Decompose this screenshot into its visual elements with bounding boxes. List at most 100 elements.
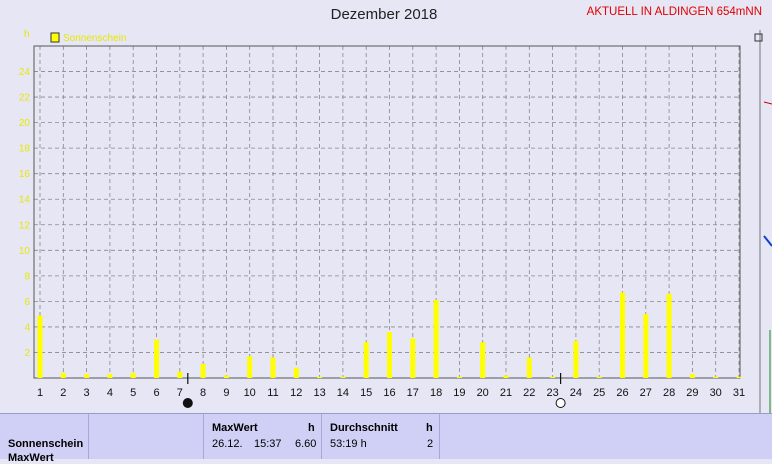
- x-tick-labels: 1 2 3 4 5 6 7 8 9 10 11 12 13 14 15 16 17 18 19 20 21 22 23 24 2…: [37, 387, 745, 399]
- bar-day-23: [550, 376, 556, 378]
- x-tick-16: 16: [383, 387, 395, 399]
- bar-day-31: [736, 376, 742, 378]
- moon-phases: [182, 373, 566, 408]
- bar-day-21: [503, 375, 509, 378]
- y-tick-14: 14: [19, 195, 31, 206]
- x-tick-13: 13: [313, 387, 325, 399]
- bar-day-11: [270, 357, 276, 378]
- x-tick-12: 12: [290, 387, 302, 399]
- x-tick-23: 23: [546, 387, 558, 399]
- side-strip: [754, 30, 772, 415]
- new-moon-icon: [182, 398, 193, 408]
- bar-day-26: [620, 292, 625, 378]
- bars: [37, 292, 742, 378]
- bar-day-19: [456, 376, 462, 378]
- y-tick-2: 2: [24, 348, 30, 359]
- x-tick-29: 29: [686, 387, 698, 399]
- bar-day-14: [340, 376, 346, 378]
- spacer-cell: [89, 414, 204, 459]
- y-tick-12: 12: [19, 220, 31, 231]
- y-tick-22: 22: [19, 93, 31, 104]
- x-tick-10: 10: [244, 387, 256, 399]
- station-label: AKTUELL IN ALDINGEN 654mNN: [586, 6, 762, 18]
- y-tick-20: 20: [19, 118, 31, 129]
- x-tick-26: 26: [616, 387, 628, 399]
- summary-table: Sonnenschein MaxWert MaxWert h 26.12. 15…: [0, 413, 772, 464]
- x-tick-15: 15: [360, 387, 372, 399]
- x-tick-6: 6: [153, 387, 159, 399]
- x-tick-19: 19: [453, 387, 465, 399]
- plot-frame: [33, 45, 741, 379]
- bar-day-16: [387, 332, 392, 378]
- bar-day-27: [643, 314, 649, 378]
- x-tick-28: 28: [663, 387, 675, 399]
- legend-label: Sonnenschein: [63, 33, 126, 44]
- max-value: 6.60: [295, 438, 317, 450]
- bar-day-12: [293, 367, 299, 378]
- bar-day-24: [573, 340, 579, 378]
- x-tick-5: 5: [130, 387, 136, 399]
- bar-day-20: [480, 342, 486, 378]
- x-tick-21: 21: [500, 387, 512, 399]
- x-tick-20: 20: [477, 387, 489, 399]
- chart-title: Dezember 2018: [330, 6, 438, 23]
- max-time: 15:37: [254, 438, 282, 450]
- x-tick-2: 2: [60, 387, 66, 399]
- legend-swatch: [50, 32, 60, 43]
- bar-day-9: [223, 375, 229, 378]
- x-tick-14: 14: [337, 387, 349, 399]
- y-tick-16: 16: [19, 169, 31, 180]
- max-date: 26.12.: [212, 438, 243, 450]
- y-tick-6: 6: [24, 297, 30, 308]
- bar-day-6: [154, 339, 159, 378]
- y-axis-unit: h: [24, 29, 30, 40]
- max-header: MaxWert: [212, 422, 258, 434]
- bar-day-30: [713, 376, 719, 378]
- bar-day-8: [200, 363, 206, 378]
- x-tick-27: 27: [640, 387, 652, 399]
- y-tick-24: 24: [19, 67, 31, 78]
- bar-day-25: [596, 376, 602, 378]
- y-tick-8: 8: [24, 271, 30, 282]
- x-tick-24: 24: [570, 387, 582, 399]
- y-tick-10: 10: [19, 246, 31, 257]
- max-cell: MaxWert h 26.12. 15:37 6.60: [204, 414, 322, 459]
- y-tick-4: 4: [24, 322, 30, 333]
- max-unit: h: [308, 422, 315, 434]
- x-tick-1: 1: [37, 387, 43, 399]
- bar-day-1: [37, 315, 43, 378]
- full-moon-icon: [555, 398, 566, 408]
- x-tick-31: 31: [733, 387, 745, 399]
- avg-header: Durchschnitt: [330, 422, 398, 434]
- bar-day-15: [363, 342, 369, 378]
- x-tick-22: 22: [523, 387, 535, 399]
- x-tick-11: 11: [267, 387, 278, 399]
- bar-day-17: [410, 338, 416, 378]
- bar-day-7: [177, 371, 183, 378]
- bar-day-2: [60, 372, 66, 378]
- avg-count: 2: [427, 438, 434, 450]
- bar-day-18: [433, 300, 439, 378]
- x-tick-7: 7: [177, 387, 183, 399]
- bar-day-28: [666, 293, 672, 378]
- x-tick-18: 18: [430, 387, 442, 399]
- x-tick-9: 9: [223, 387, 229, 399]
- bar-day-5: [130, 372, 136, 378]
- x-tick-30: 30: [710, 387, 722, 399]
- x-tick-3: 3: [84, 387, 90, 399]
- avg-value: 53:19 h: [330, 438, 367, 450]
- bar-day-22: [526, 357, 532, 378]
- avg-unit: h: [426, 422, 433, 434]
- row-label-second: MaxWert: [8, 452, 54, 464]
- x-tick-25: 25: [593, 387, 605, 399]
- avg-cell: Durchschnitt h 53:19 h 2: [322, 414, 440, 459]
- row-label: Sonnenschein: [8, 438, 84, 450]
- bar-day-4: [107, 374, 113, 378]
- bar-day-29: [689, 374, 695, 378]
- bar-day-10: [247, 356, 253, 378]
- x-tick-17: 17: [407, 387, 419, 399]
- x-tick-4: 4: [107, 387, 113, 399]
- row-label-cell: Sonnenschein MaxWert: [0, 414, 89, 464]
